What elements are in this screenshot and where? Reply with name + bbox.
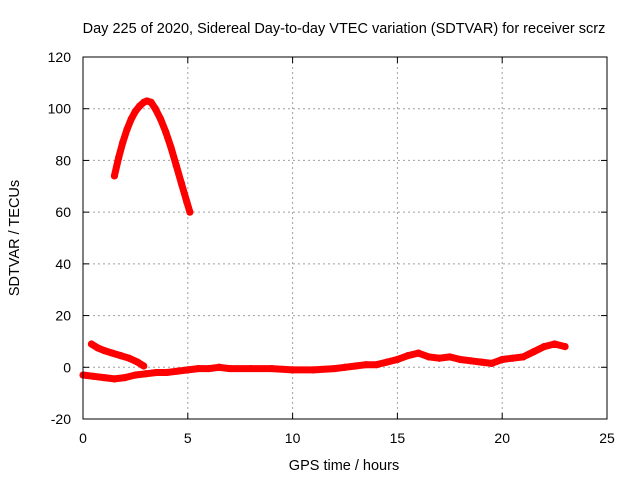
data-point	[147, 98, 155, 106]
data-point	[215, 363, 223, 371]
data-point	[393, 355, 401, 364]
data-point	[184, 366, 192, 374]
data-point	[289, 366, 297, 374]
x-tick-label: 20	[494, 430, 510, 446]
series-baseline	[79, 340, 569, 383]
data-point	[372, 361, 381, 369]
data-point	[117, 352, 125, 360]
data-point	[110, 375, 119, 383]
data-point	[119, 138, 127, 146]
data-point	[509, 354, 517, 362]
series-trace	[110, 97, 194, 214]
axis-ticks: 0 5 10 15 20 25 -20 0 20 40 60 80 100 120	[48, 49, 615, 446]
data-point	[173, 367, 181, 375]
data-point	[351, 362, 360, 370]
data-point	[123, 125, 131, 133]
y-tick-label: -20	[51, 411, 71, 427]
data-point	[140, 362, 148, 370]
data-point	[115, 154, 123, 162]
data-point	[156, 115, 165, 123]
data-point	[177, 180, 186, 188]
data-point	[446, 353, 454, 361]
data-point	[167, 143, 175, 152]
data-point	[186, 208, 194, 216]
data-point	[519, 353, 527, 361]
data-point	[133, 358, 142, 366]
data-point	[205, 364, 213, 373]
data-point	[456, 355, 464, 364]
data-point	[330, 364, 339, 373]
data-point	[172, 162, 180, 170]
data-point	[477, 358, 485, 366]
data-point	[183, 198, 191, 206]
x-axis-label: GPS time / hours	[289, 458, 399, 474]
data-point	[127, 115, 135, 123]
data-point	[125, 354, 133, 362]
data-point	[561, 343, 569, 351]
data-point	[551, 340, 559, 348]
data-point	[87, 340, 95, 348]
y-tick-label: 0	[63, 359, 71, 375]
data-point	[194, 364, 202, 373]
data-point	[247, 364, 255, 373]
data-point	[151, 105, 159, 113]
data-point	[142, 370, 150, 378]
data-point	[488, 359, 496, 368]
data-point	[435, 354, 443, 362]
data-point	[362, 361, 370, 369]
data-point	[309, 366, 318, 374]
data-point	[89, 372, 98, 380]
data-layer	[79, 97, 569, 383]
data-point	[108, 349, 116, 357]
y-axis-label: SDTVAR / TECUs	[7, 180, 23, 296]
data-point	[404, 352, 412, 360]
data-point	[540, 343, 548, 351]
data-point	[110, 172, 119, 180]
y-tick-label: 120	[48, 49, 72, 65]
y-tick-label: 80	[55, 152, 71, 168]
y-tick-label: 40	[55, 256, 71, 272]
data-point	[467, 357, 475, 365]
chart-title: Day 225 of 2020, Sidereal Day-to-day VTE…	[83, 21, 606, 37]
data-point	[425, 353, 433, 361]
plot-frame	[82, 56, 608, 420]
data-point	[341, 363, 349, 371]
data-point	[268, 364, 276, 373]
data-point	[383, 358, 391, 366]
series-arc-decay	[87, 340, 148, 370]
x-tick-label: 25	[599, 430, 615, 446]
x-tick-label: 15	[390, 430, 406, 446]
data-point	[152, 368, 160, 377]
data-point	[100, 346, 108, 355]
data-point	[131, 107, 139, 115]
data-point	[226, 364, 234, 373]
data-point	[121, 374, 129, 382]
data-point	[131, 371, 139, 379]
y-tick-label: 20	[55, 308, 71, 324]
data-point	[530, 348, 538, 356]
data-point	[498, 355, 506, 364]
x-tick-label: 10	[285, 430, 301, 446]
data-point	[162, 128, 170, 136]
data-point	[163, 368, 171, 377]
x-tick-label: 0	[79, 430, 87, 446]
y-tick-label: 100	[48, 101, 72, 117]
data-point	[100, 374, 108, 382]
y-tick-label: 60	[55, 204, 71, 220]
x-tick-label: 5	[184, 430, 192, 446]
data-point	[94, 344, 102, 352]
data-point	[414, 349, 422, 357]
series-arc-high	[110, 97, 194, 216]
